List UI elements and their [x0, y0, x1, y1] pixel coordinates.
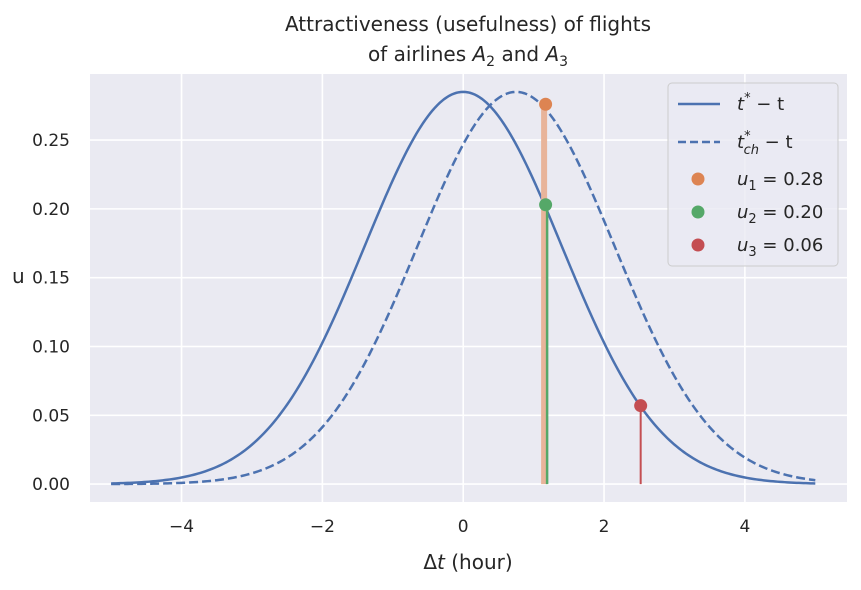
legend-u2-marker — [691, 205, 705, 219]
x-tick-label: 0 — [458, 517, 469, 537]
y-tick-label: 0.10 — [32, 337, 70, 357]
point-u3 — [634, 399, 648, 413]
chart-title-line-2: of airlines A2 and A3 — [368, 42, 568, 70]
legend-entry-dashed: t* ch − t — [737, 129, 793, 158]
y-tick-label: 0.05 — [32, 406, 70, 426]
legend-entry-u3: u3 = 0.06 — [737, 235, 823, 260]
x-axis-label: Δt (hour) — [423, 550, 512, 574]
x-tick-label: −2 — [310, 517, 335, 537]
legend-entry-u2: u2 = 0.20 — [737, 202, 823, 227]
legend-u1-marker — [691, 172, 705, 186]
legend-entry-u1: u1 = 0.28 — [737, 169, 823, 194]
x-tick-label: 4 — [739, 517, 750, 537]
curves — [111, 90, 816, 486]
ticks: −4 −2 0 2 4 0.00 0.05 0.10 0.15 0.20 0.25 — [32, 131, 750, 537]
y-tick-label: 0.00 — [32, 475, 70, 495]
legend-box — [667, 82, 839, 267]
y-tick-label: 0.15 — [32, 269, 70, 289]
chart-title-line-1: Attractiveness (usefulness) of flights — [285, 12, 651, 36]
series-dashed-line — [111, 90, 816, 486]
points — [539, 97, 648, 413]
y-tick-label: 0.25 — [32, 131, 70, 151]
y-tick-label: 0.20 — [32, 200, 70, 220]
legend-u3-marker — [691, 238, 705, 252]
legend: t* − t t* ch − t u1 = 0.28 u2 = 0.20 u3 =… — [667, 82, 839, 267]
x-tick-label: −4 — [169, 517, 194, 537]
series-solid-line — [111, 90, 816, 485]
x-tick-label: 2 — [599, 517, 610, 537]
point-u2 — [539, 198, 553, 212]
legend-entry-solid: t* − t — [737, 91, 784, 115]
stems — [541, 104, 642, 485]
point-u1 — [539, 97, 553, 111]
y-axis-label: u — [12, 264, 25, 288]
